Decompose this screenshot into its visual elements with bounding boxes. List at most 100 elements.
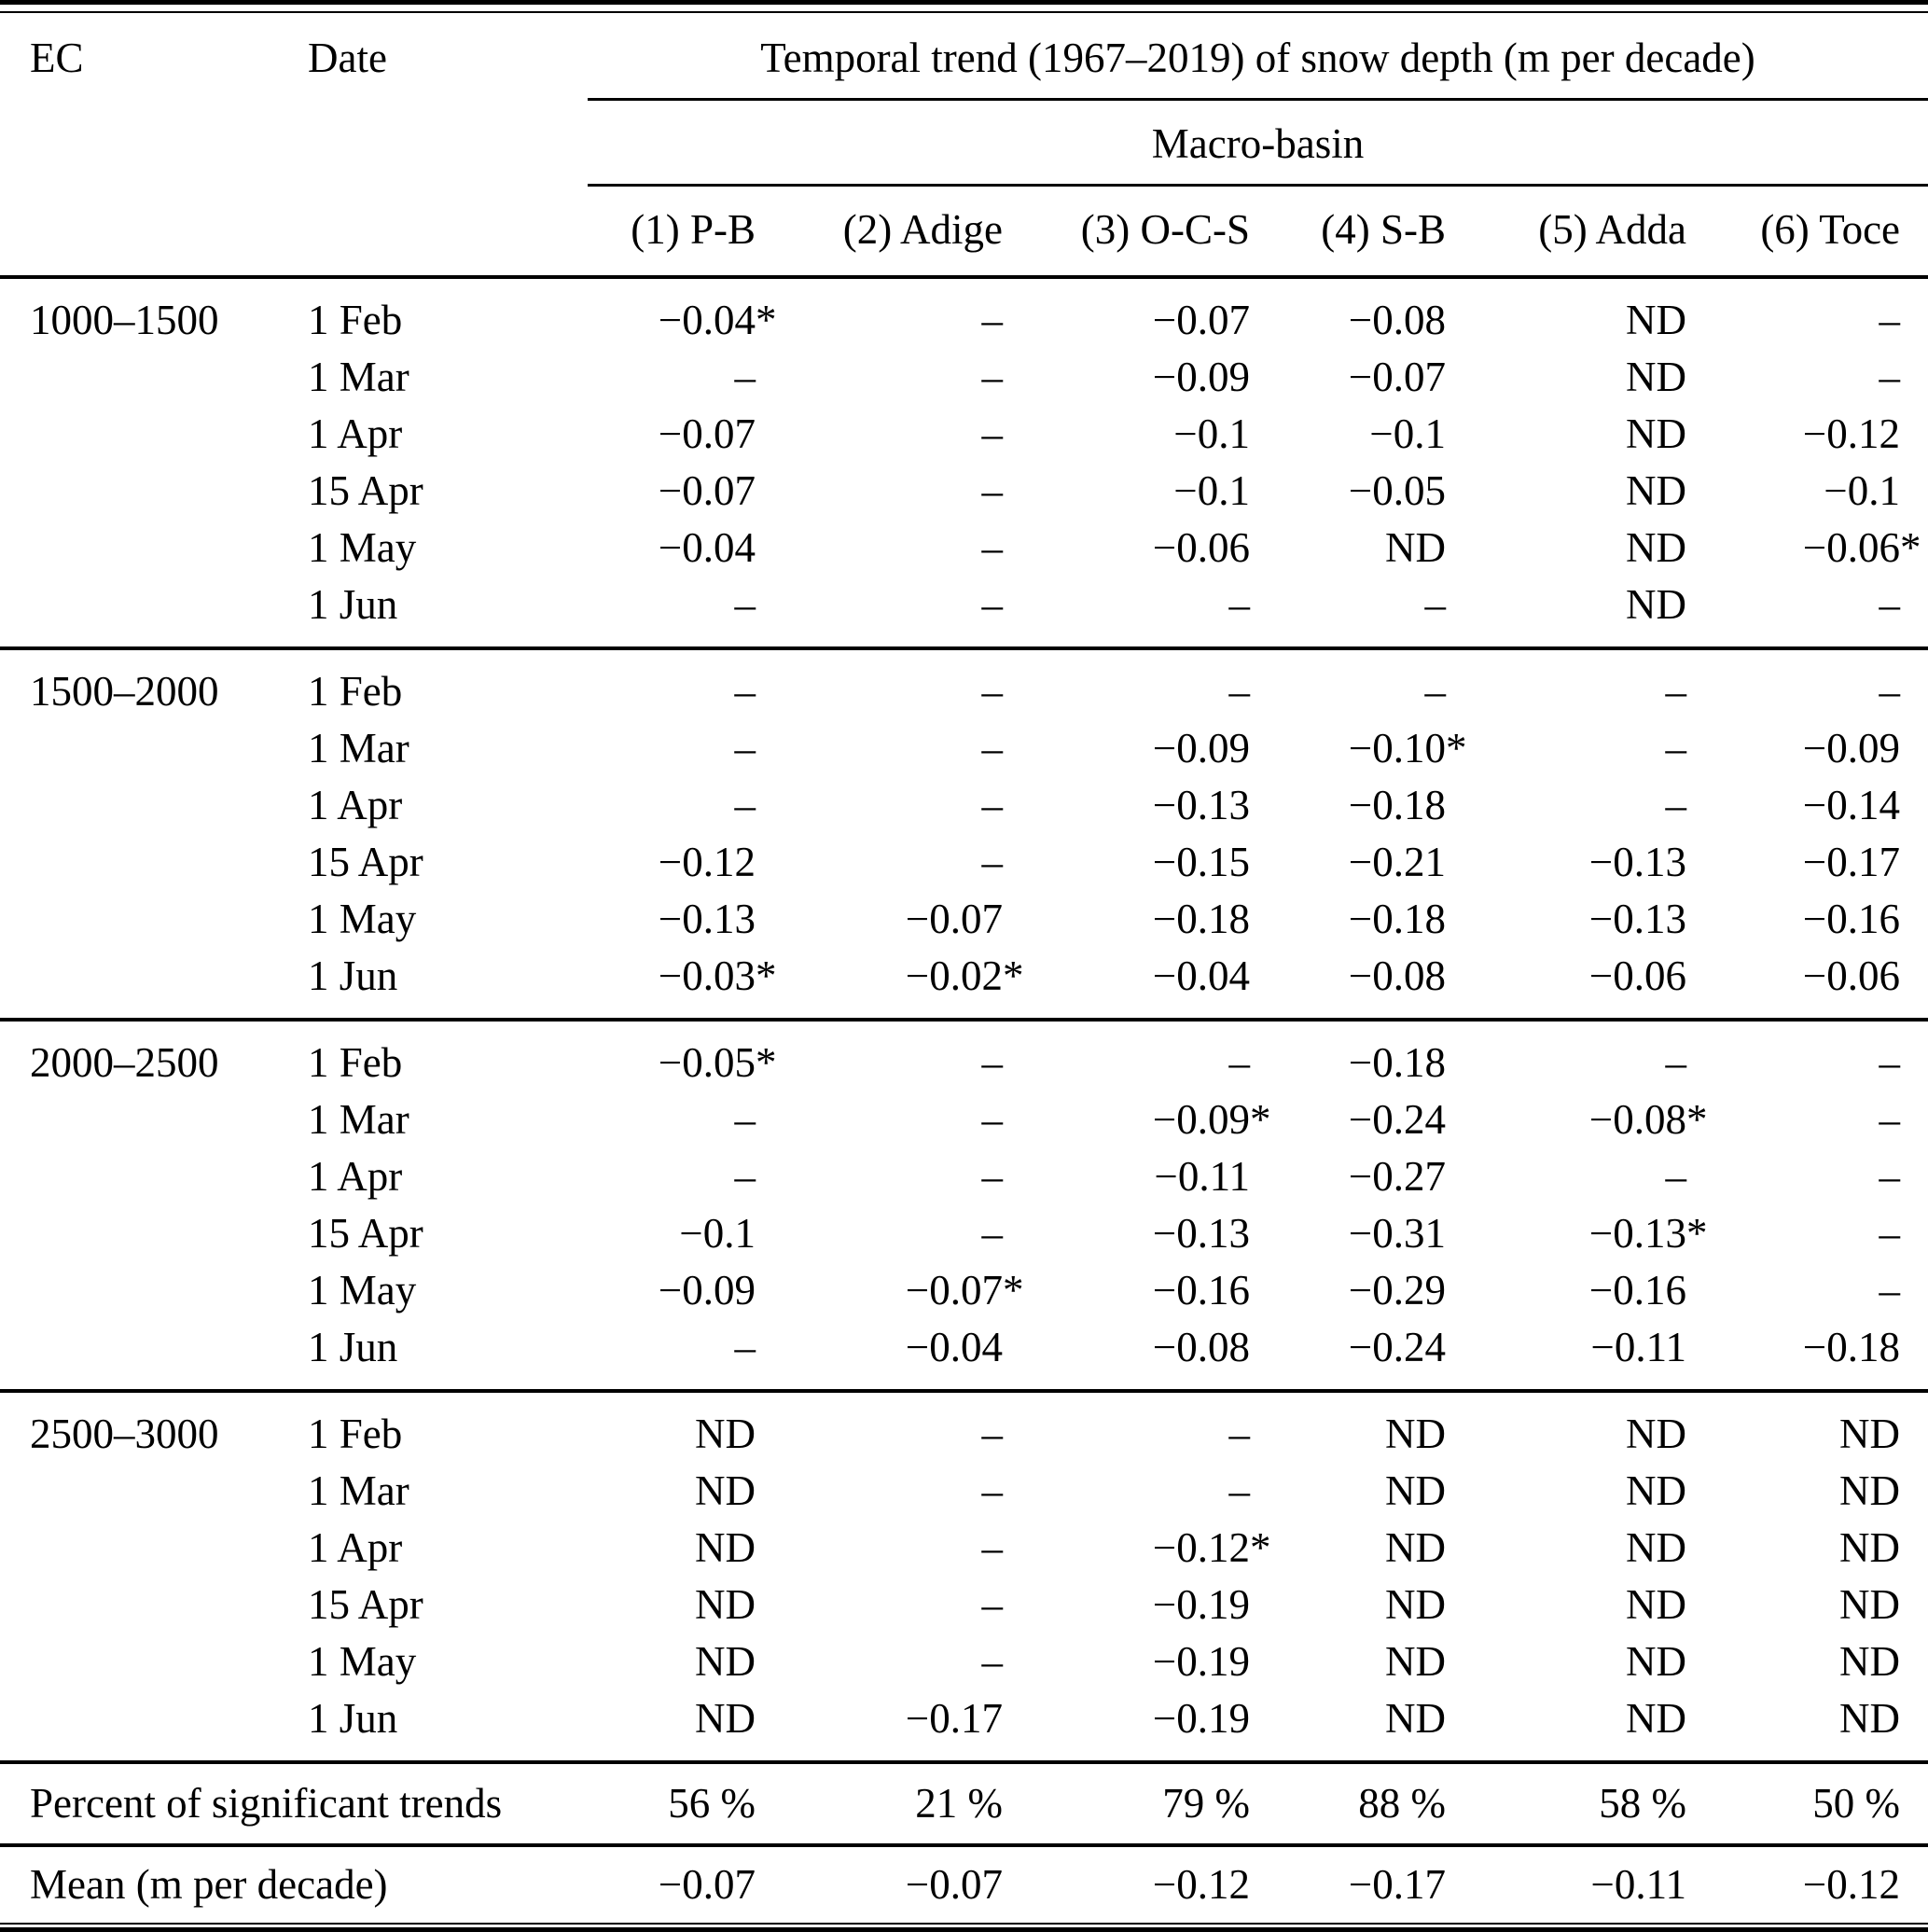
trend-value-cell: −0.09: [1152, 725, 1250, 771]
date-label: 15 Apr: [308, 1210, 423, 1257]
group-header-macro-basin: Macro-basin: [588, 99, 1928, 187]
trend-value-cell: –: [981, 1153, 1004, 1200]
trend-value-cell: ND: [1626, 524, 1686, 571]
trend-value-cell: ND: [1385, 1467, 1446, 1514]
trend-value-cell: −0.09: [1802, 725, 1901, 771]
trend-value-cell: −0.1: [1824, 467, 1901, 514]
ec-range-label: 2500–3000: [0, 1389, 308, 1463]
trend-value-cell: −0.07: [658, 467, 756, 514]
mean-value-cell: −0.07: [588, 1843, 784, 1924]
ec-range-label: [0, 834, 308, 891]
date-label: 15 Apr: [308, 839, 423, 885]
col-header-adda: (5) Adda: [1474, 185, 1714, 279]
trend-value-cell: –: [734, 782, 756, 828]
trend-value-cell: –: [981, 410, 1004, 457]
trend-value-cell: −0.18: [1348, 896, 1446, 942]
col-header-ocs: (3) O-C-S: [1031, 185, 1278, 279]
trend-value-cell: −0.07: [1348, 354, 1446, 400]
ec-range-label: [0, 891, 308, 948]
date-label: 1 Mar: [308, 1467, 409, 1514]
trend-value-cell: −0.09: [1152, 354, 1250, 400]
trend-value-cell: –: [734, 581, 756, 628]
trend-value-cell: −0.12*: [1152, 1524, 1271, 1571]
trend-value-cell: −0.21: [1348, 839, 1446, 885]
trend-value-cell: –: [784, 646, 1031, 720]
date-label: 15 Apr: [308, 1581, 423, 1628]
date-label: 1 Jun: [308, 952, 398, 999]
percent-value-cell: 50 %: [1714, 1760, 1928, 1845]
trend-value-cell: −0.09*: [1152, 1096, 1271, 1143]
percent-significant-row: Percent of significant trends 56 % 21 % …: [0, 1760, 1928, 1845]
date-label: 1 May: [308, 1267, 417, 1313]
date-label: 1 Mar: [308, 1096, 409, 1143]
table-row: 1 May −0.09 −0.07* −0.16 −0.29 −0.16 –: [0, 1262, 1928, 1319]
trend-value-cell: −0.12: [658, 839, 756, 885]
table-row: 2500–3000 1 Feb ND – – ND ND ND: [0, 1389, 1928, 1463]
trend-value-cell: −0.02*: [905, 952, 1024, 999]
date-label: 1 Feb: [308, 1018, 588, 1091]
trend-value-cell: −0.07: [905, 896, 1003, 942]
trend-value-cell: −0.13: [1152, 782, 1250, 828]
trend-value-cell: ND: [1626, 410, 1686, 457]
trend-value-cell: ND: [1626, 467, 1686, 514]
trend-value-cell: ND: [1385, 1524, 1446, 1571]
ec-range-label: [0, 1463, 308, 1520]
trend-value-cell: ND: [1626, 1467, 1686, 1514]
trend-value-cell: −0.1: [1369, 410, 1446, 457]
trend-value-cell: –: [1474, 1018, 1714, 1091]
trend-value-cell: ND: [1474, 1389, 1714, 1463]
trend-value-cell: −0.18: [1152, 896, 1250, 942]
ec-range-label: [0, 948, 308, 1020]
trend-value-cell: −0.08: [1278, 275, 1474, 349]
trend-value-cell: –: [1879, 1153, 1901, 1200]
trend-value-cell: −0.15: [1152, 839, 1250, 885]
date-label: 1 Feb: [308, 275, 588, 349]
date-label: 1 Feb: [308, 646, 588, 720]
table-row: 15 Apr −0.12 – −0.15 −0.21 −0.13 −0.17: [0, 834, 1928, 891]
trend-value-cell: −0.19: [1152, 1638, 1250, 1685]
trend-value-cell: –: [1879, 581, 1901, 628]
trend-value-cell: –: [734, 1096, 756, 1143]
trend-value-cell: −0.14: [1802, 782, 1901, 828]
trend-value-cell: −0.04: [658, 524, 756, 571]
trend-value-cell: −0.05: [1348, 467, 1446, 514]
table-row: 1 Mar ND – – ND ND ND: [0, 1463, 1928, 1520]
table-row: 1 Apr −0.07 – −0.1 −0.1 ND −0.12: [0, 406, 1928, 463]
ec-range-label: [0, 1690, 308, 1762]
header-row-group: Macro-basin: [0, 99, 1928, 187]
trend-value-cell: −0.04*: [588, 275, 784, 349]
table-row: 1 May −0.13 −0.07 −0.18 −0.18 −0.13 −0.16: [0, 891, 1928, 948]
ec-range-label: [0, 1520, 308, 1577]
trend-value-cell: −0.27: [1348, 1153, 1446, 1200]
trend-value-cell: ND: [1626, 1695, 1686, 1742]
trend-value-cell: –: [1228, 1467, 1251, 1514]
trend-value-cell: −0.13: [1152, 1210, 1250, 1257]
mean-label: Mean (m per decade): [0, 1843, 588, 1924]
trend-value-cell: −0.24: [1348, 1096, 1446, 1143]
trend-value-cell: –: [981, 839, 1004, 885]
trend-value-cell: −0.11: [1590, 1324, 1686, 1370]
trend-value-cell: −0.07: [1031, 275, 1278, 349]
trend-value-cell: –: [784, 1018, 1031, 1091]
trend-value-cell: −0.16: [1588, 1267, 1686, 1313]
ec-range-label: [0, 1091, 308, 1148]
trend-value-cell: –: [1879, 1210, 1901, 1257]
trend-value-cell: −0.16: [1802, 896, 1901, 942]
table-row: 1 Jun – −0.04 −0.08 −0.24 −0.11 −0.18: [0, 1319, 1928, 1391]
trend-value-cell: –: [1665, 1153, 1687, 1200]
table-row: 1 Jun ND −0.17 −0.19 ND ND ND: [0, 1690, 1928, 1762]
col-header-toce: (6) Toce: [1714, 185, 1928, 279]
table-row: 1 May ND – −0.19 ND ND ND: [0, 1633, 1928, 1690]
trend-value-cell: –: [1665, 725, 1687, 771]
trend-value-cell: −0.18: [1802, 1324, 1901, 1370]
trend-value-cell: ND: [1626, 1638, 1686, 1685]
date-label: 1 May: [308, 896, 417, 942]
trend-value-cell: –: [1879, 354, 1901, 400]
mean-value-cell: −0.11: [1474, 1843, 1714, 1924]
mean-value-cell: −0.12: [1714, 1843, 1928, 1924]
date-label: 1 Apr: [308, 1153, 403, 1200]
trend-value-cell: −0.1: [679, 1210, 756, 1257]
mean-value-cell: −0.12: [1031, 1843, 1278, 1924]
table-row: 1 Mar – – −0.09 −0.07 ND –: [0, 349, 1928, 406]
table-header: EC Date Temporal trend (1967–2019) of sn…: [0, 12, 1928, 279]
